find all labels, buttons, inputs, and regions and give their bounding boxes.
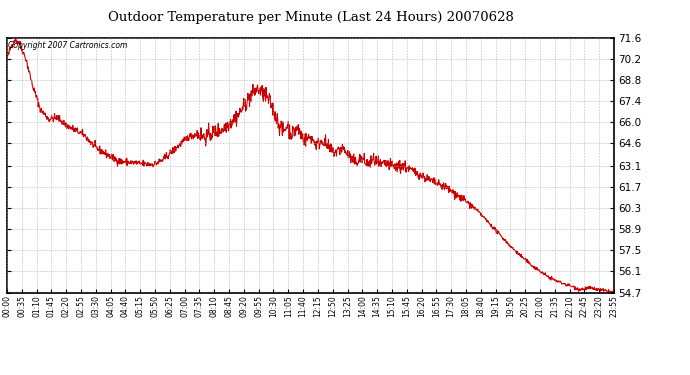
Text: Outdoor Temperature per Minute (Last 24 Hours) 20070628: Outdoor Temperature per Minute (Last 24 … [108, 11, 513, 24]
Text: Copyright 2007 Cartronics.com: Copyright 2007 Cartronics.com [8, 41, 128, 50]
